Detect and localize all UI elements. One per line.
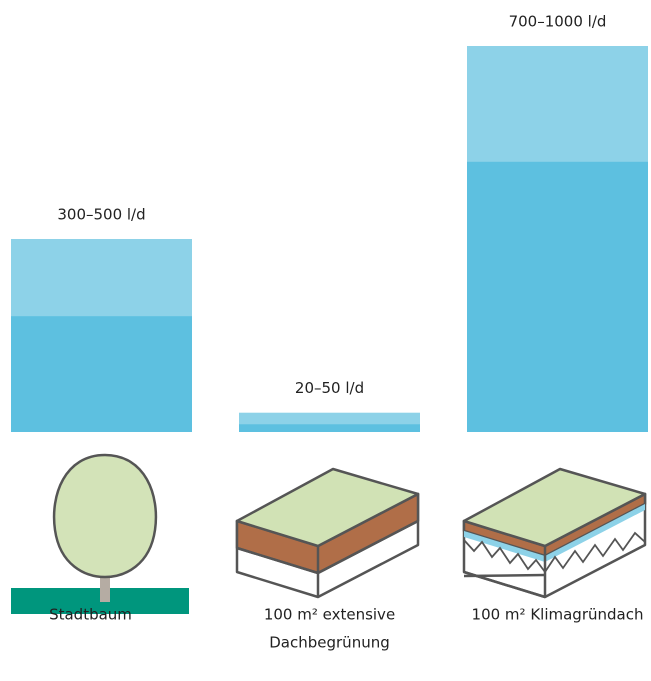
category-label: 100 m² Klimagründach (472, 606, 644, 624)
category-label: 100 m² extensive (264, 606, 395, 624)
category-label: Stadtbaum (49, 606, 132, 624)
roof-klima (462, 467, 647, 599)
value-label: 700–1000 l/d (509, 13, 607, 31)
bar-low (11, 316, 192, 432)
roof-extensive (235, 467, 420, 599)
value-label: 20–50 l/d (295, 379, 364, 397)
bar-low (239, 424, 420, 432)
bar-low (467, 161, 648, 433)
category-label: Dachbegrünung (269, 634, 389, 652)
tree-crown (52, 453, 158, 579)
value-label: 300–500 l/d (57, 206, 145, 224)
trunk (100, 560, 110, 602)
illustrations (11, 453, 647, 614)
